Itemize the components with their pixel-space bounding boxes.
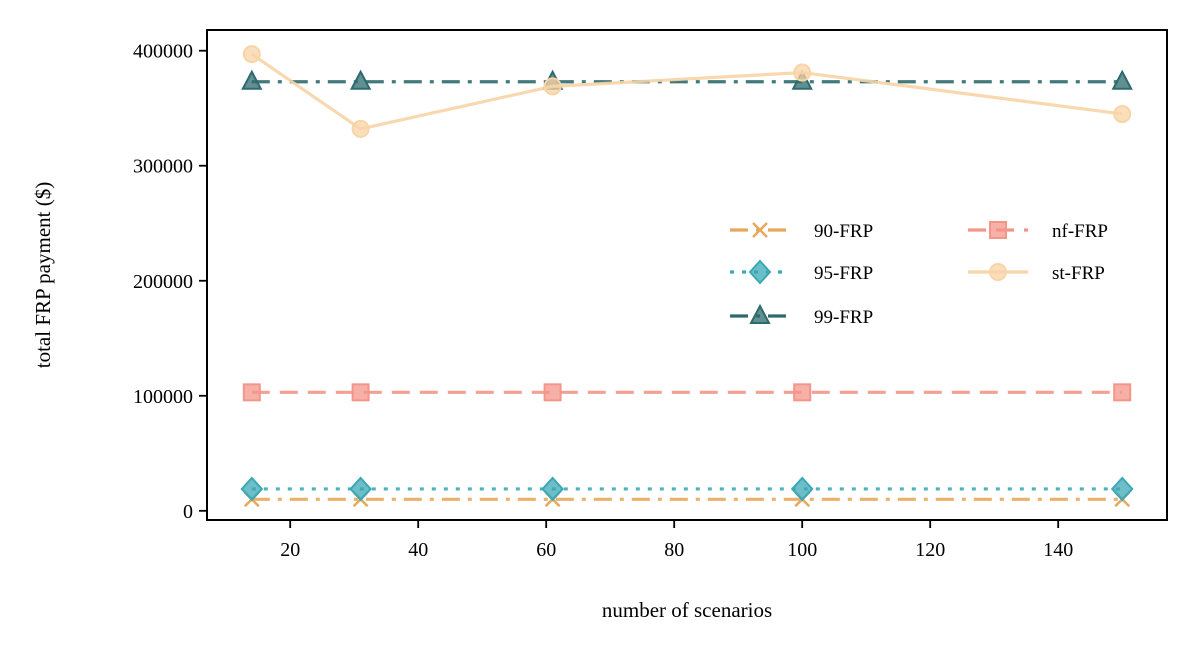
x-tick-label: 60 xyxy=(536,539,556,561)
legend-marker xyxy=(749,303,771,324)
legend: 90-FRP 95-FRP 99-FRP nf-FRP st-FRP xyxy=(730,221,1108,328)
legend-label: 99-FRP xyxy=(814,307,873,328)
y-tick-label: 300000 xyxy=(133,156,193,178)
data-point xyxy=(241,69,263,90)
y-tick-label: 400000 xyxy=(133,41,193,63)
data-point xyxy=(349,476,372,502)
y-tick-label: 0 xyxy=(183,501,193,523)
series-95-frp xyxy=(240,476,1134,502)
data-point xyxy=(240,476,264,502)
data-point xyxy=(351,383,370,402)
x-tick-label: 120 xyxy=(915,539,945,561)
legend-marker xyxy=(748,259,772,285)
data-point xyxy=(543,77,562,96)
legend-item-st-frp: st-FRP xyxy=(968,263,1105,284)
legend-marker xyxy=(989,221,1007,239)
x-tick-label: 80 xyxy=(664,539,684,561)
data-point xyxy=(1113,104,1132,123)
y-tick-label: 200000 xyxy=(133,271,193,293)
series-st-frp xyxy=(242,45,1132,138)
legend-label: 90-FRP xyxy=(814,221,873,242)
series-nf-frp xyxy=(242,383,1132,402)
x-axis-label: number of scenarios xyxy=(602,598,772,622)
x-tick-label: 100 xyxy=(787,539,817,561)
legend-label: nf-FRP xyxy=(1052,221,1108,242)
y-axis-label: total FRP payment ($) xyxy=(31,182,55,368)
y-axis-ticks: 0 100000 200000 300000 400000 xyxy=(133,41,207,523)
x-tick-label: 140 xyxy=(1043,539,1073,561)
legend-item-99-frp: 99-FRP xyxy=(730,303,873,328)
legend-marker xyxy=(752,222,768,238)
data-point xyxy=(242,383,261,402)
legend-label: st-FRP xyxy=(1052,263,1105,284)
legend-item-90-frp: 90-FRP xyxy=(730,221,873,242)
series-layer xyxy=(240,45,1134,508)
plot-frame xyxy=(206,29,1168,521)
data-point xyxy=(1110,476,1134,502)
legend-label: 95-FRP xyxy=(814,263,873,284)
legend-marker xyxy=(989,263,1007,281)
data-point xyxy=(793,63,812,82)
data-point xyxy=(541,476,564,502)
data-point xyxy=(543,383,562,402)
legend-item-nf-frp: nf-FRP xyxy=(968,221,1108,242)
data-point xyxy=(349,69,372,90)
data-point xyxy=(793,383,812,402)
data-point xyxy=(1113,383,1132,402)
y-tick-label: 100000 xyxy=(133,386,193,408)
data-point xyxy=(790,476,814,502)
data-point xyxy=(1111,69,1133,90)
data-point xyxy=(242,45,261,64)
x-axis-ticks: 20 40 60 80 100 120 140 xyxy=(280,520,1073,561)
x-tick-label: 40 xyxy=(408,539,428,561)
plot-area xyxy=(207,30,1167,520)
legend-item-95-frp: 95-FRP xyxy=(730,259,873,285)
x-tick-label: 20 xyxy=(280,539,300,561)
data-point xyxy=(351,119,370,138)
